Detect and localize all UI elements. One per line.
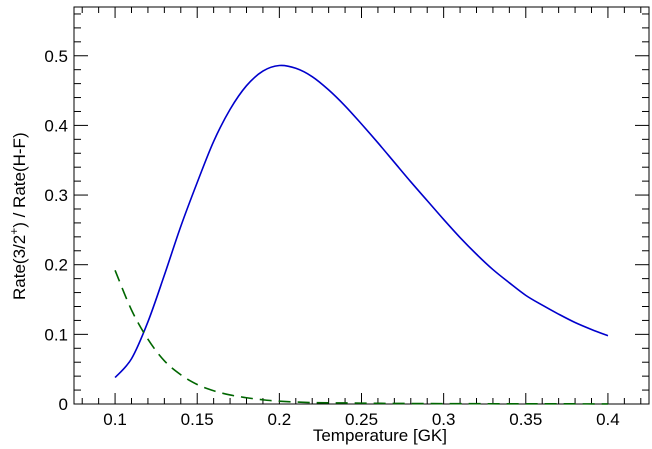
- x-tick-label: 0.3: [432, 410, 456, 429]
- plot-frame: [73, 6, 650, 405]
- x-tick-label: 0.25: [345, 410, 378, 429]
- tick-labels: 0.1 0.15 0.2 0.25 0.3 0.35 0.4 0 0.1 0.2 0.3 0.4 0.5: [44, 47, 619, 429]
- x-tick-label: 0.2: [268, 410, 292, 429]
- y-axis-title-sup: +: [7, 228, 21, 235]
- y-axis-title: Rate(3/2+) / Rate(H-F): [7, 132, 29, 300]
- x-tick-label: 0.4: [596, 410, 620, 429]
- y-axis-title-main: Rate(3/2: [10, 235, 29, 300]
- y-tick-label: 0: [59, 395, 68, 414]
- x-tick-label: 0.35: [509, 410, 542, 429]
- y-axis-title-rest: ) / Rate(H-F): [10, 132, 29, 227]
- series-line-2: [114, 269, 608, 405]
- ticks: [74, 7, 649, 405]
- y-tick-label: 0.5: [44, 47, 68, 66]
- x-tick-label: 0.15: [181, 410, 214, 429]
- series-line-1: [114, 64, 609, 379]
- x-tick-label: 0.1: [103, 410, 127, 429]
- y-tick-label: 0.4: [44, 116, 68, 135]
- y-tick-label: 0.3: [44, 186, 68, 205]
- series: [114, 64, 609, 405]
- y-tick-label: 0.2: [44, 256, 68, 275]
- x-axis-title: Temperature [GK]: [313, 426, 447, 445]
- y-tick-label: 0.1: [44, 325, 68, 344]
